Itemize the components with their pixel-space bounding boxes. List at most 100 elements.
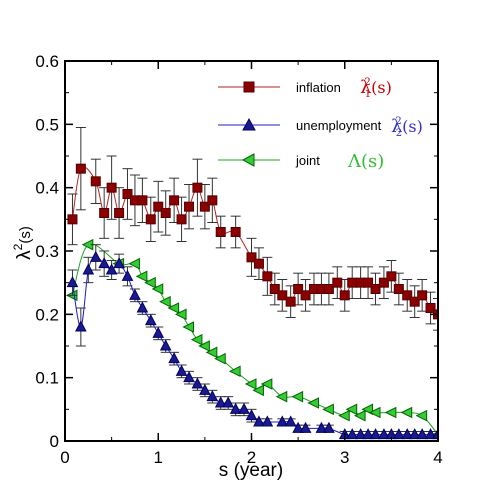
data-point [153,201,164,212]
data-point [222,396,235,408]
data-point [229,402,242,414]
data-point [401,428,414,440]
data-point [238,402,250,414]
data-point [277,290,288,301]
data-point [90,176,101,187]
data-point [432,428,438,440]
data-point [261,415,274,427]
x-tick-label: 4 [433,448,442,467]
data-point [114,208,125,218]
data-point [137,195,148,206]
legend-label-unemployment: unemployment [296,118,382,133]
data-point [408,428,421,440]
data-point [415,409,428,422]
series-group [65,127,438,440]
data-point [182,321,195,333]
x-tick-label: 3 [340,448,349,467]
y-tick-label: 0.6 [35,52,59,71]
data-point [323,284,334,294]
data-point [299,421,312,433]
data-point [253,415,265,427]
data-point [416,428,428,440]
data-point [409,296,420,307]
data-point [369,428,382,440]
legend-marker-unemployment [242,117,256,131]
data-point [169,195,180,206]
data-point [347,277,358,288]
data-point [322,403,334,416]
data-point [307,397,319,409]
legend-symbol-inflation: λ2 1(s) [360,77,392,100]
data-point [424,428,437,440]
data-point [252,384,264,397]
data-point [323,421,335,433]
y-tick-label: 0.1 [35,369,59,388]
y-tick-label: 0.2 [35,305,59,324]
data-point [292,421,304,433]
data-point [159,339,172,351]
data-point [151,283,164,295]
data-point [361,403,374,416]
data-point [393,284,404,294]
data-point [370,284,381,294]
data-point [260,378,273,390]
data-point [190,333,203,346]
data-point [99,208,110,218]
legend-label-joint: joint [295,153,320,168]
data-point [402,290,413,301]
data-point [89,250,102,262]
data-point [82,263,95,275]
data-point [75,163,86,174]
data-point [338,409,350,422]
data-point [269,284,280,294]
data-point [175,364,188,376]
data-point [214,352,226,365]
legend-item-inflation: inflation λ2 1(s) [218,77,392,100]
data-point [144,314,157,326]
data-point [300,290,311,301]
series-inflation [67,127,438,331]
data-point [145,214,156,225]
data-point [276,415,289,427]
data-point [293,284,304,294]
series-unemployment [66,244,438,440]
legend-item-joint: joint Λ(s) [218,151,384,172]
data-point [275,390,288,403]
data-point [160,208,171,218]
data-point [339,290,350,301]
data-point [198,340,210,352]
data-point [183,371,195,383]
y-axis-title: λ2(s) [11,226,35,260]
data-point [159,295,171,308]
data-point [75,320,87,332]
data-point [205,346,218,359]
x-axis-title: s (year) [219,460,283,481]
data-point [206,390,219,402]
data-point [354,428,367,440]
data-point [362,428,374,440]
data-point [113,257,125,269]
y-tick-label: 0.3 [35,242,59,261]
data-point [66,276,79,288]
data-point [192,182,203,193]
data-point [393,428,405,440]
data-point [207,195,218,206]
data-point [425,303,436,313]
legend-label-inflation: inflation [296,80,341,95]
data-point [400,406,413,419]
data-point [353,409,366,422]
data-point [346,428,359,440]
data-point [291,390,304,403]
data-point [191,377,204,389]
data-point [368,406,381,419]
data-point [129,288,141,300]
data-point [246,252,257,263]
data-point [122,189,133,199]
data-point [184,201,195,212]
data-point [315,421,328,433]
data-point [378,277,389,288]
data-point [332,277,343,288]
data-point [105,263,118,275]
data-point [136,301,149,313]
data-point [199,383,211,395]
